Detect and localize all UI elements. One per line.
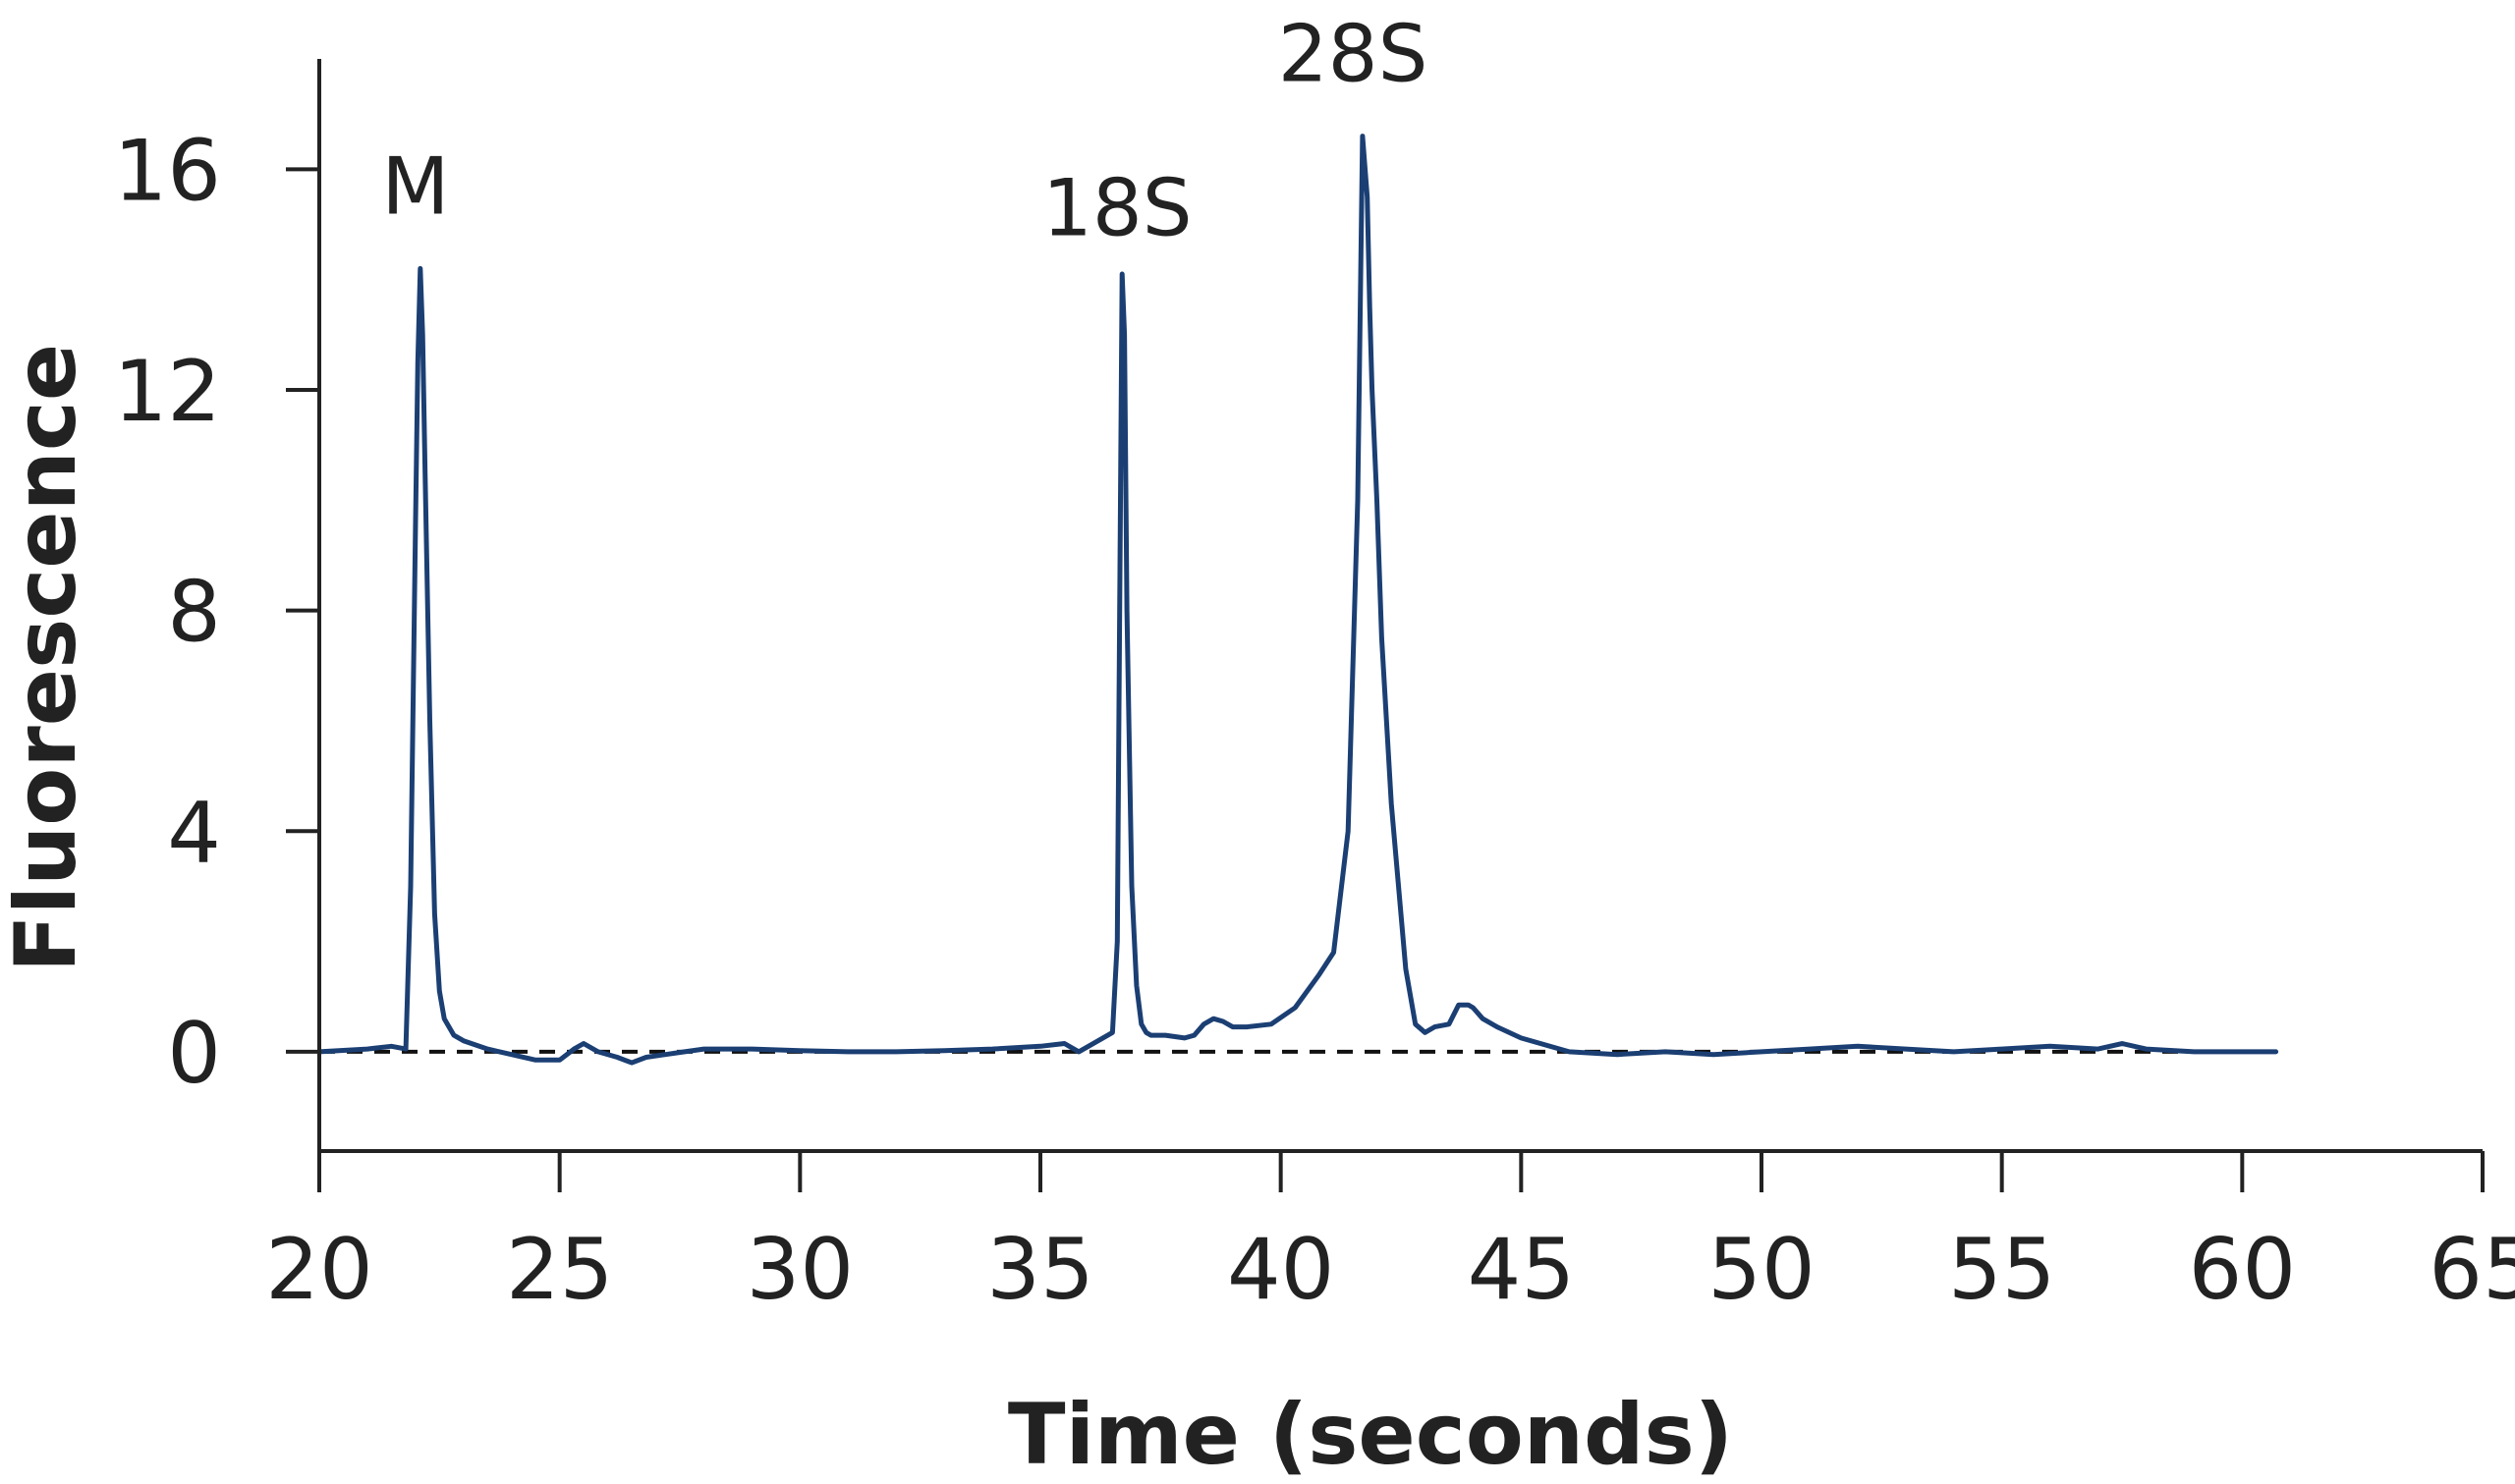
x-tick-label: 30 (747, 1221, 854, 1319)
peak-label: 18S (1042, 163, 1193, 254)
x-tick-label: 55 (1948, 1221, 2055, 1319)
series-line-0 (316, 134, 2279, 1066)
x-tick-label: 65 (2429, 1221, 2515, 1319)
x-tick-label: 40 (1227, 1221, 1334, 1319)
x-tick-label: 45 (1468, 1221, 1575, 1319)
x-tick-label: 60 (2189, 1221, 2296, 1319)
y-tick-label: 8 (167, 564, 221, 662)
x-tick-label: 50 (1707, 1221, 1815, 1319)
peak-label: 28S (1278, 8, 1428, 99)
series-layer (316, 134, 2279, 1066)
x-axis-title: Time (seconds) (1008, 1386, 1733, 1484)
x-tick-label: 20 (265, 1221, 372, 1319)
annotation-layer: M 18S 28S (381, 8, 1427, 253)
y-axis-title: Fluorescence (0, 344, 95, 972)
y-tick-label: 12 (114, 343, 221, 441)
y-tick-label: 16 (114, 122, 221, 220)
axes-layer (317, 59, 2483, 1153)
y-tick-label: 0 (167, 1005, 221, 1103)
peak-label: M (381, 140, 449, 232)
x-tick-label: 25 (506, 1221, 613, 1319)
ticks-layer: 20 25 30 35 40 45 50 55 60 65 0 4 8 12 16 (114, 122, 2515, 1319)
x-tick-label: 35 (986, 1221, 1093, 1319)
y-tick-label: 4 (167, 784, 221, 882)
